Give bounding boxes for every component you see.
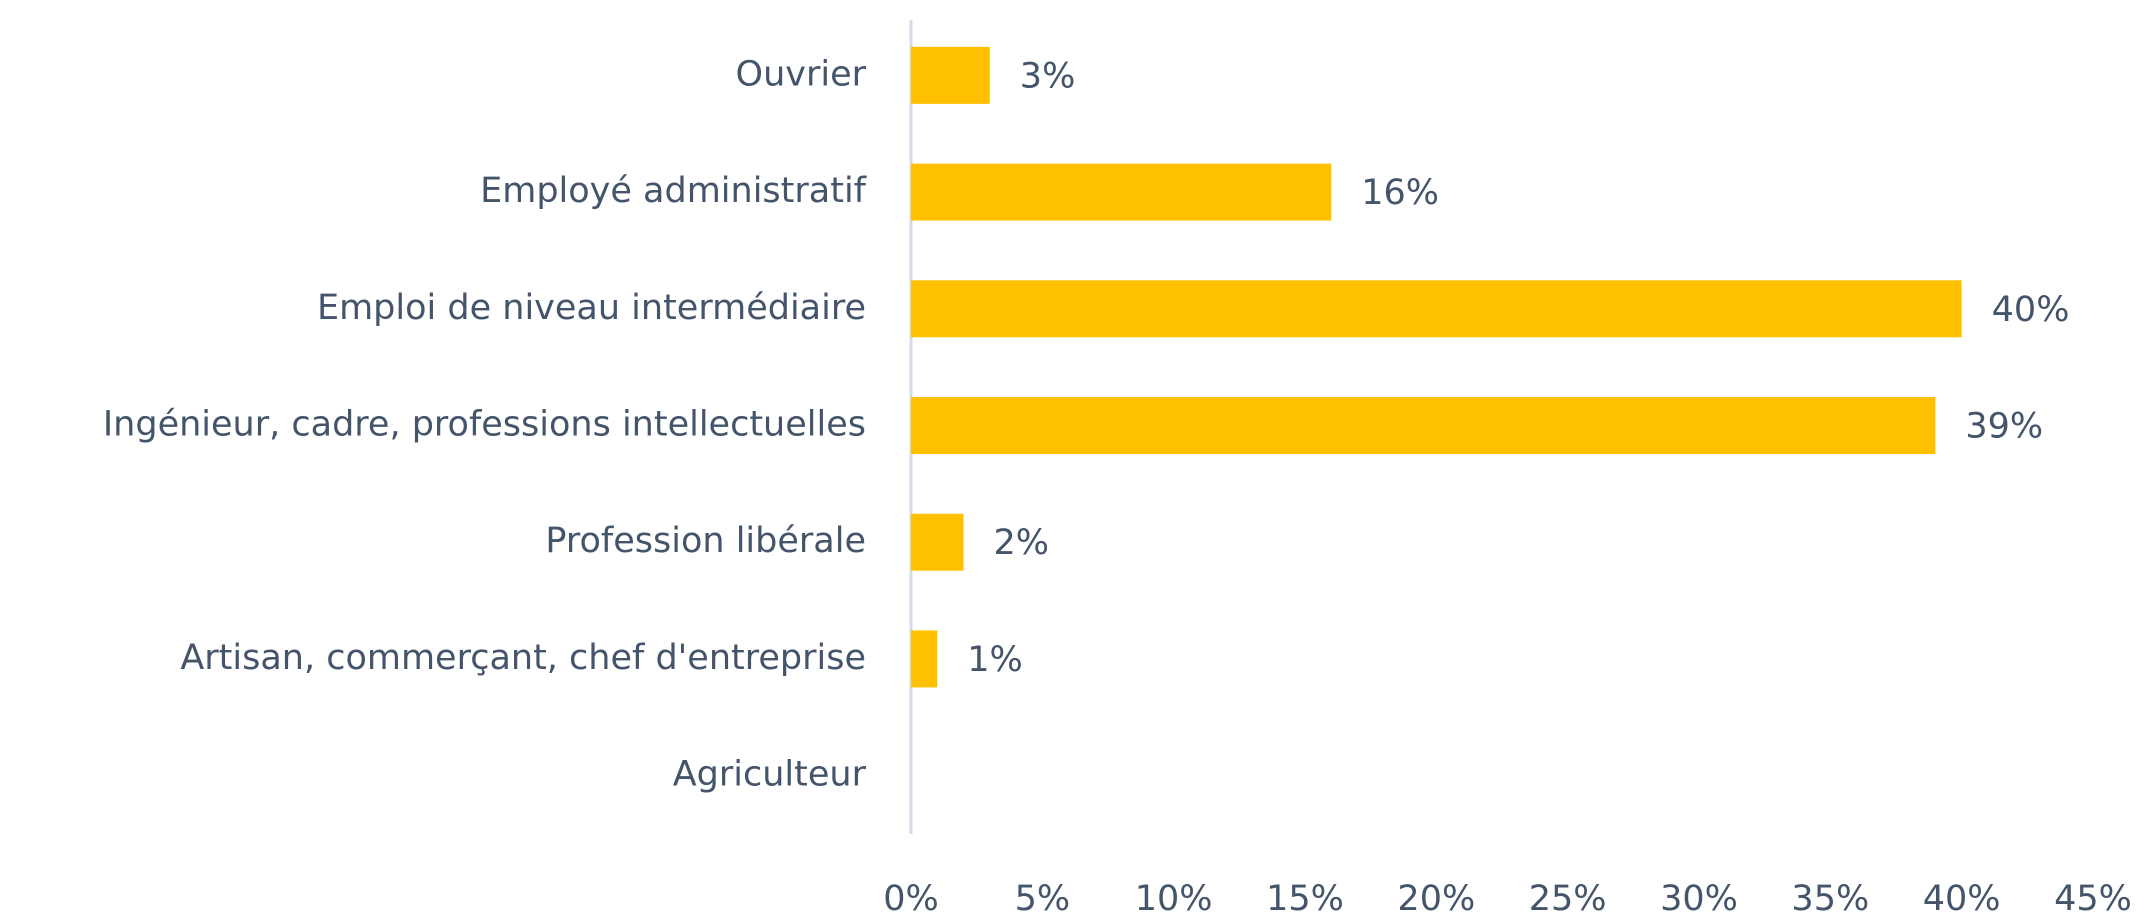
y-tick-label: Ouvrier [736, 54, 867, 94]
y-tick-label: Employé administratif [480, 171, 867, 211]
y-tick-label: Profession libérale [545, 521, 866, 561]
x-tick-label: 25% [1529, 879, 1607, 915]
x-tick-label: 5% [1015, 879, 1071, 915]
data-label: 1% [967, 640, 1023, 680]
y-tick-label: Agriculteur [673, 755, 867, 795]
data-label: 40% [1992, 290, 2070, 330]
x-tick-label: 0% [883, 879, 939, 915]
x-tick-label: 35% [1791, 879, 1869, 915]
bar [911, 397, 1936, 454]
x-tick-label: 10% [1135, 879, 1213, 915]
bar [911, 630, 938, 688]
bar [911, 513, 964, 571]
bar [911, 46, 990, 104]
y-tick-label: Artisan, commerçant, chef d'entreprise [180, 638, 866, 678]
x-tick-label: 45% [2054, 879, 2132, 915]
y-tick-label: Ingénieur, cadre, professions intellectu… [103, 405, 866, 445]
data-label: 3% [1020, 56, 1076, 96]
data-label: 16% [1361, 173, 1439, 213]
x-tick-label: 30% [1660, 879, 1738, 915]
bar [911, 280, 1962, 338]
data-label: 39% [1965, 407, 2043, 447]
y-tick-label: Emploi de niveau intermédiaire [317, 288, 866, 328]
x-tick-label: 20% [1397, 879, 1475, 915]
x-tick-label: 40% [1923, 879, 2001, 915]
bar [911, 163, 1332, 221]
x-tick-label: 15% [1266, 879, 1344, 915]
data-label: 2% [994, 523, 1050, 563]
